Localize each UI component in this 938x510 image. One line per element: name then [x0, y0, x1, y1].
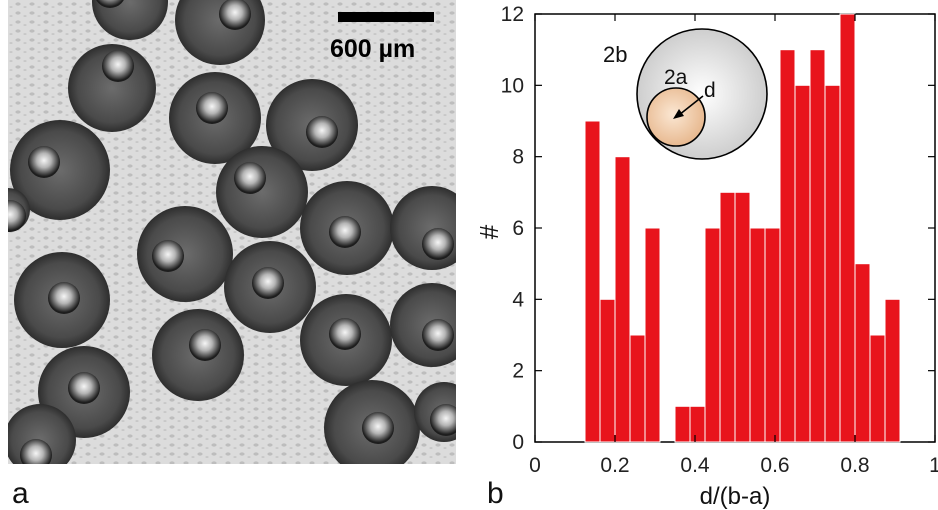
histogram-bar [884, 298, 901, 443]
histogram-bar [584, 120, 601, 443]
y-tick-label: 10 [501, 74, 524, 97]
droplet-core [20, 439, 52, 464]
histogram-bar [794, 84, 811, 443]
droplet-core [422, 319, 454, 351]
inset-offset-label: d [704, 79, 716, 102]
y-tick-label: 0 [512, 431, 524, 454]
x-axis-label: d/(b-a) [700, 483, 771, 510]
histogram-bar [854, 263, 871, 443]
droplet-core [48, 282, 80, 314]
droplet-shell [10, 120, 110, 220]
y-tick-label: 12 [501, 3, 524, 26]
droplet-core [430, 404, 456, 436]
histogram-bar [869, 334, 886, 443]
droplet-core [28, 146, 60, 178]
histogram-bar [704, 227, 721, 443]
histogram-bar [839, 13, 856, 443]
histogram-bar [599, 298, 616, 443]
histogram-bar [779, 49, 796, 443]
droplet-core [252, 267, 284, 299]
x-tick-label: 0.8 [840, 454, 869, 477]
droplet-shell [216, 146, 308, 238]
histogram-bar [824, 84, 841, 443]
micrograph-panel: 600 µm [8, 0, 456, 464]
histogram-panel: 0 0.2 0.4 0.6 0.8 1 0 2 4 6 8 10 12 d/(b-a) # 2b 2a… [474, 3, 938, 510]
panel-a-label: a [12, 477, 29, 510]
y-tick-label: 6 [512, 217, 524, 240]
histogram-bar [689, 405, 706, 443]
x-tick-label: 0 [529, 454, 541, 477]
offset-arrowhead [673, 109, 684, 119]
histogram-bar [644, 227, 661, 443]
droplet-core [189, 329, 221, 361]
droplet-core [329, 216, 361, 248]
droplet-core [152, 240, 184, 272]
x-tick-label: 1 [929, 454, 938, 477]
droplet-core [306, 116, 338, 148]
histogram-bar [719, 191, 736, 443]
histogram-bar [809, 49, 826, 443]
droplet-core [96, 0, 124, 8]
histogram-bar [629, 334, 646, 443]
droplet-core [362, 412, 394, 444]
offset-arrow [678, 95, 704, 116]
x-axis-ticks: 0 0.2 0.4 0.6 0.8 1 [529, 14, 938, 477]
scale-bar [338, 12, 434, 22]
inset-schematic: 2b 2a d [603, 28, 768, 160]
droplet-core [219, 0, 251, 30]
y-tick-label: 8 [512, 146, 524, 169]
y-tick-label: 2 [512, 360, 524, 383]
droplet-core [196, 92, 228, 124]
y-axis-label: # [474, 224, 504, 239]
histogram-bar [764, 227, 781, 443]
histogram-bar [674, 405, 691, 443]
scale-bar-label: 600 µm [330, 35, 415, 63]
x-tick-label: 0.2 [600, 454, 629, 477]
panel-b-label: b [487, 477, 504, 510]
x-tick-label: 0.4 [680, 454, 710, 477]
droplet-shell [92, 0, 168, 40]
droplet-shell [137, 206, 233, 302]
droplet-core [68, 372, 100, 404]
y-tick-label: 4 [512, 288, 524, 311]
inset-outer-label: 2b [603, 42, 627, 67]
histogram-bar [614, 156, 631, 443]
droplet-core [329, 318, 361, 350]
y-axis-ticks: 0 2 4 6 8 10 12 [501, 3, 935, 454]
x-tick-label: 0.6 [760, 454, 789, 477]
histogram-bar [749, 227, 766, 443]
droplet-core [422, 228, 454, 260]
droplets [8, 0, 456, 464]
bars [584, 13, 901, 443]
inset-inner-label: 2a [664, 66, 688, 89]
histogram-bar [734, 191, 751, 443]
droplet-core [234, 162, 266, 194]
droplet-core [102, 50, 134, 82]
droplet-core [8, 200, 26, 232]
